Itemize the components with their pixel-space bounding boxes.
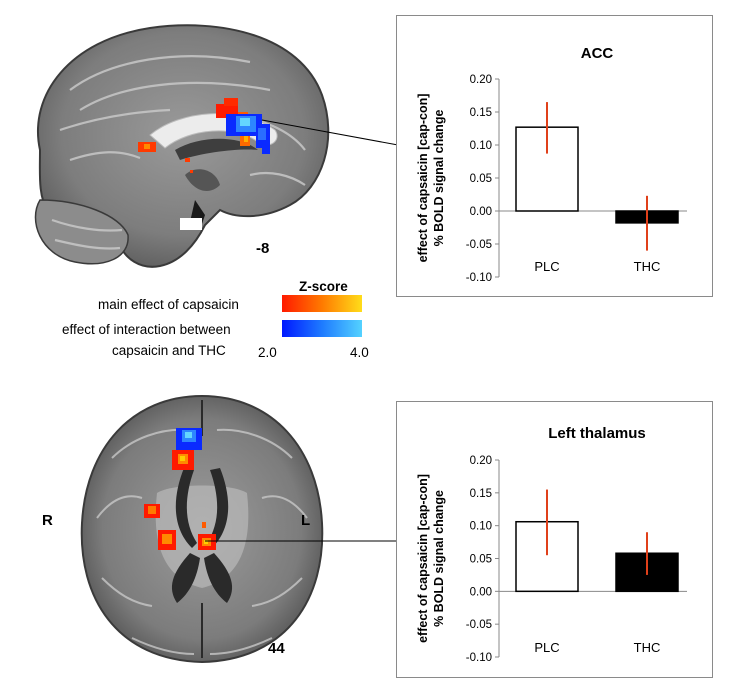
x-tick-label: PLC <box>534 259 559 274</box>
axial-brain-image <box>80 394 324 664</box>
y-tick-label: -0.05 <box>466 619 492 631</box>
acc-chart-panel: ACC effect of capsaicin [cap-con]% BOLD s… <box>396 15 713 297</box>
y-tick-label: 0.10 <box>470 140 492 152</box>
y-tick-label: 0.15 <box>470 107 492 119</box>
axial-right-label: R <box>42 512 53 529</box>
sagittal-slice-label: -8 <box>256 240 270 257</box>
bar-plc <box>515 126 579 212</box>
thalamus-chart-panel: Left thalamus effect of capsaicin [cap-co… <box>396 401 713 678</box>
y-tick-label: 0.05 <box>470 554 492 566</box>
y-tick-label: -0.05 <box>466 239 492 251</box>
interaction-colorbar <box>282 320 362 337</box>
sagittal-brain-image <box>34 24 330 268</box>
y-tick-label: 0.10 <box>470 521 492 533</box>
y-axis-label-line2: % BOLD signal change <box>432 110 446 247</box>
x-tick-label: THC <box>634 640 661 655</box>
interaction-label-line2: capsaicin and THC <box>112 343 226 358</box>
y-tick-label: 0.20 <box>470 74 492 86</box>
colorbar-min-label: 2.0 <box>258 345 277 360</box>
y-axis-label-line2: % BOLD signal change <box>432 490 446 627</box>
y-tick-label: 0.05 <box>470 173 492 185</box>
interaction-label-line1: effect of interaction between <box>62 322 231 337</box>
y-tick-label: 0.00 <box>470 586 492 598</box>
main-effect-colorbar <box>282 295 362 312</box>
acc-bar-chart: ACC effect of capsaicin [cap-con]% BOLD s… <box>416 45 687 284</box>
chart-title: Left thalamus <box>548 425 646 442</box>
chart-title: ACC <box>581 45 614 62</box>
y-tick-label: -0.10 <box>466 272 492 284</box>
x-tick-label: THC <box>634 259 661 274</box>
y-tick-label: 0.00 <box>470 206 492 218</box>
y-tick-label: 0.15 <box>470 488 492 500</box>
zscore-legend-title: Z-score <box>299 279 348 294</box>
y-axis-label-line1: effect of capsaicin [cap-con] <box>416 474 430 643</box>
x-tick-label: PLC <box>534 640 559 655</box>
axial-left-label: L <box>301 512 311 529</box>
thalamus-bar-chart: Left thalamus effect of capsaicin [cap-co… <box>416 425 687 664</box>
main-effect-label: main effect of capsaicin <box>98 297 239 312</box>
y-axis-label-line1: effect of capsaicin [cap-con] <box>416 94 430 263</box>
axial-slice-label: 44 <box>268 640 285 657</box>
y-tick-label: -0.10 <box>466 652 492 664</box>
colorbar-max-label: 4.0 <box>350 345 369 360</box>
y-tick-label: 0.20 <box>470 455 492 467</box>
